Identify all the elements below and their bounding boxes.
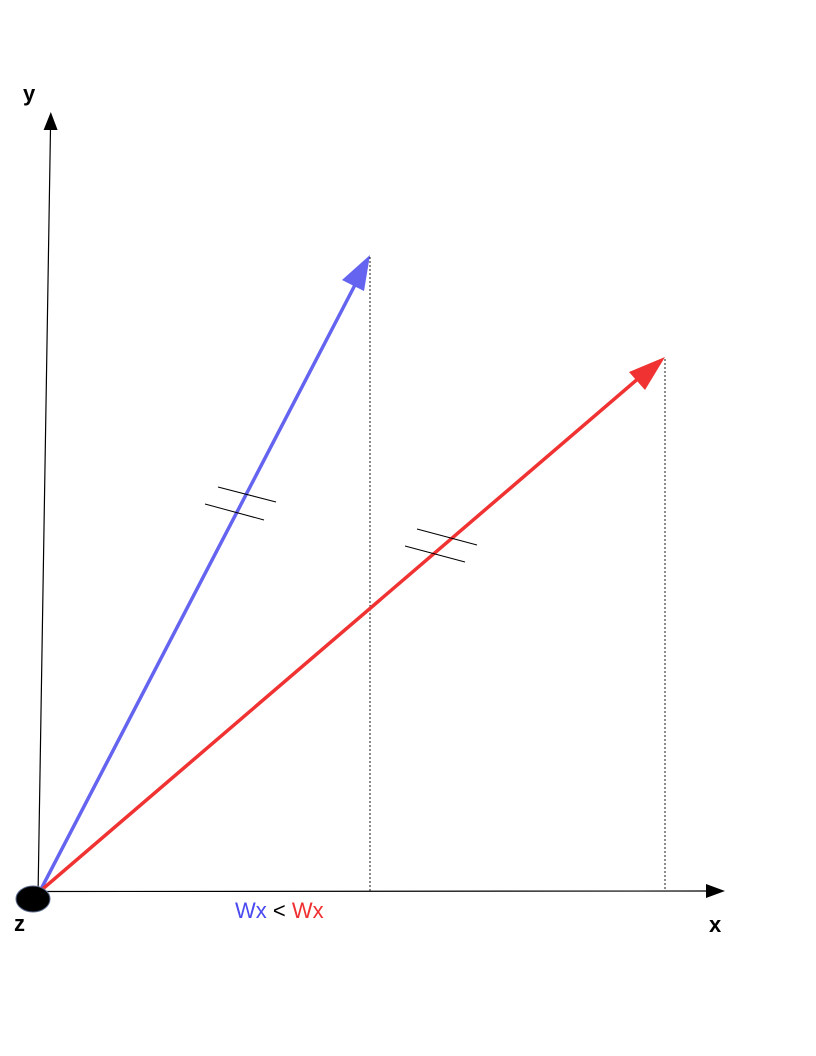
blue-equal-tick-1: [217, 486, 277, 503]
red-vector: [36, 375, 642, 895]
comparison-caption: Wx < Wx: [235, 898, 324, 923]
blue-equal-tick-2: [204, 503, 265, 521]
blue-vector-arrowhead: [342, 255, 370, 291]
x-axis-arrowhead: [706, 884, 725, 898]
z-axis-label: z: [14, 911, 25, 936]
red-equal-tick-1: [416, 528, 478, 546]
red-equal-tick-2: [404, 545, 466, 563]
caption-right: Wx: [292, 898, 324, 923]
blue-vector: [36, 282, 358, 896]
origin-point: [15, 885, 51, 913]
y-axis-arrowhead: [43, 112, 58, 130]
y-axis: [37, 121, 52, 898]
y-axis-label: y: [23, 81, 36, 106]
caption-left: Wx: [235, 898, 267, 923]
x-axis: [37, 890, 711, 893]
red-vector-arrowhead: [629, 357, 665, 390]
x-axis-label: x: [709, 912, 722, 937]
caption-operator: <: [267, 898, 292, 923]
